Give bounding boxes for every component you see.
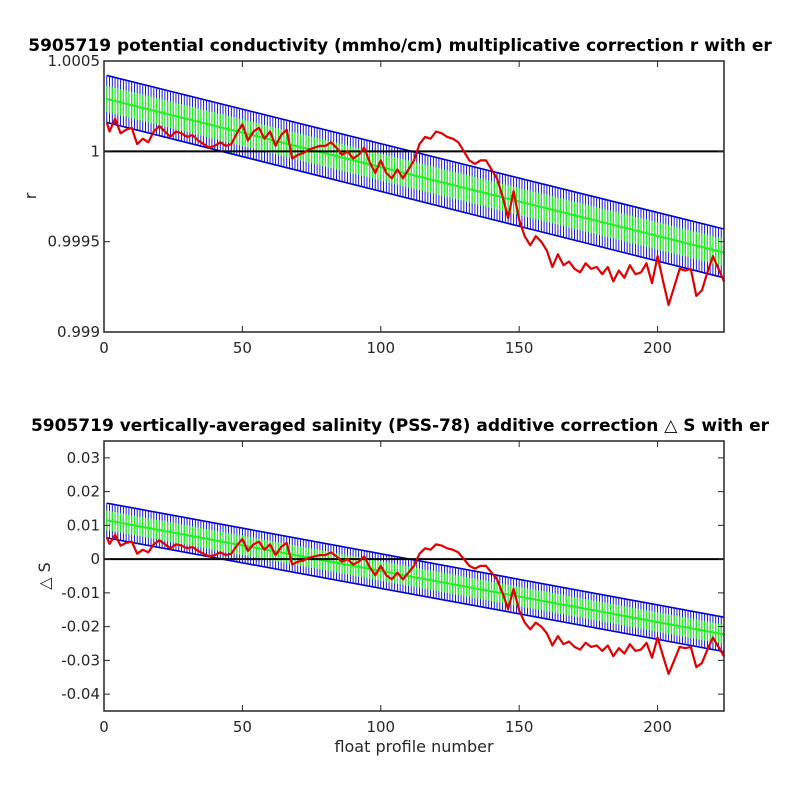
- y-tick-label: 0.02: [67, 483, 100, 501]
- series-line: [105, 533, 725, 676]
- y-axis-label: △ S: [35, 562, 54, 590]
- y-axis: -0.04 -0.03 -0.02 -0.01 0 0.01 0.02 0.03: [61, 449, 724, 703]
- y-axis-label: r: [21, 192, 40, 199]
- x-tick-label: 200: [643, 339, 672, 357]
- x-tick-label: 100: [366, 339, 395, 357]
- correction-series: [105, 533, 725, 676]
- y-tick-label: -0.03: [61, 651, 100, 669]
- x-tick-label: 0: [99, 718, 109, 736]
- fit-center-line: [106, 97, 725, 254]
- y-tick-label: -0.01: [61, 584, 100, 602]
- x-tick-label: 200: [643, 718, 672, 736]
- y-tick-label: 0.01: [67, 516, 100, 534]
- panel-conductivity-correction: 5905719 potential conductivity (mmho/cm)…: [21, 36, 772, 357]
- y-tick-label: 0.03: [67, 449, 100, 467]
- x-axis-label: float profile number: [334, 737, 494, 756]
- y-tick-label: 1.0005: [48, 52, 101, 70]
- chart-title: 5905719 vertically-averaged salinity (PS…: [31, 416, 770, 436]
- y-tick-label: 1: [90, 142, 100, 160]
- axes-box: [103, 440, 725, 712]
- correction-series: [105, 117, 726, 306]
- error-band: [106, 74, 725, 279]
- series-line: [105, 117, 726, 306]
- x-axis: 0 50 100 150 200: [99, 61, 672, 357]
- y-axis: 0.999 0.9995 1 1.0005: [48, 52, 724, 341]
- y-tick-label: 0.999: [57, 323, 100, 341]
- x-tick-label: 0: [99, 339, 109, 357]
- error-upper-bound: [106, 502, 725, 618]
- x-tick-label: 50: [233, 339, 252, 357]
- y-tick-label: 0: [90, 550, 100, 568]
- y-tick-label: -0.02: [61, 618, 100, 636]
- y-tick-label: -0.04: [61, 685, 100, 703]
- axes-box: [103, 60, 725, 333]
- panel-salinity-correction: 5905719 vertically-averaged salinity (PS…: [31, 416, 770, 756]
- x-tick-label: 150: [505, 718, 534, 736]
- x-tick-label: 100: [366, 718, 395, 736]
- chart-title: 5905719 potential conductivity (mmho/cm)…: [28, 36, 772, 56]
- x-tick-label: 50: [233, 718, 252, 736]
- x-tick-label: 150: [505, 339, 534, 357]
- fit-center-line: [106, 519, 725, 636]
- y-tick-label: 0.9995: [48, 233, 101, 251]
- x-axis: 0 50 100 150 200: [99, 441, 672, 736]
